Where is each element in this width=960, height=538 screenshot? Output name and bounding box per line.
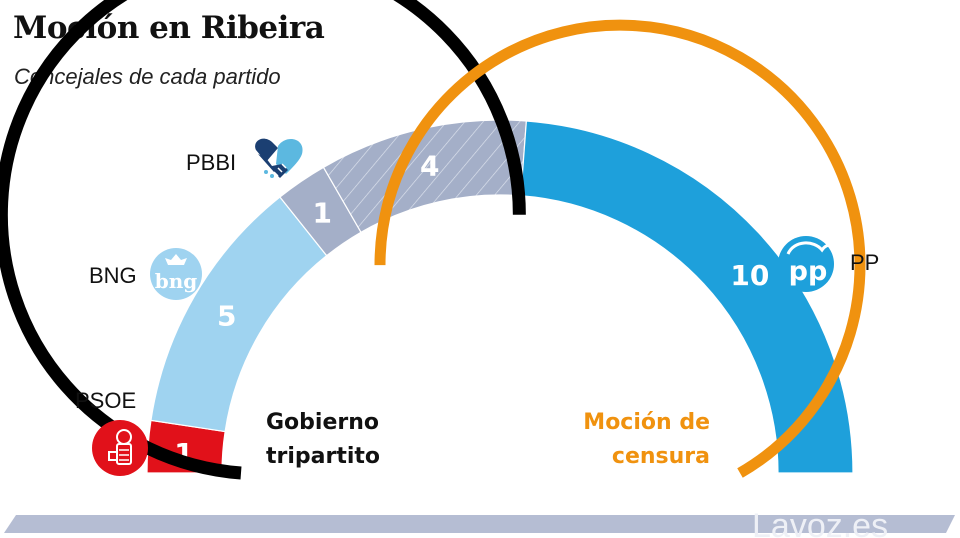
seat-segments [146,119,854,474]
bng-logo-text: bng [155,269,198,293]
seat-value-bng: 5 [217,299,236,332]
pp-logo-icon: pp [778,236,836,292]
seat-segment-pp [520,120,854,474]
bloc-label-gobierno-line1: Gobierno [266,410,379,435]
footer-band [4,515,955,533]
bloc-label-mocion-line2: censura [612,444,710,469]
bloc-arcs [0,0,866,480]
party-label-pbbi: PBBI [186,150,236,175]
seat-value-pp: 10 [730,259,769,292]
seat-value-pbbi: 1 [313,196,332,229]
bng-logo-icon: bng [150,248,202,300]
pbbi-handshake-heart-icon [255,138,303,178]
bloc-label-gobierno-line2: tripartito [266,444,380,469]
party-label-psoe: PSOE [75,388,136,413]
watermark: Lavoz.es [752,507,888,538]
seat-value-pbbi-hatched: 4 [420,149,439,182]
party-label-pp: PP [850,250,879,275]
bloc-arc-gobierno-tripartito [0,0,526,480]
bloc-arc-mocion-de-censura [374,19,866,478]
psoe-rose-fist-icon [92,420,148,476]
pp-logo-text: pp [789,256,828,287]
seat-segment-bng [150,196,328,433]
bloc-label-mocion-line1: Moción de [583,410,710,435]
chart-subtitle: Concejales de cada partido [14,64,281,89]
party-label-bng: BNG [89,263,137,288]
